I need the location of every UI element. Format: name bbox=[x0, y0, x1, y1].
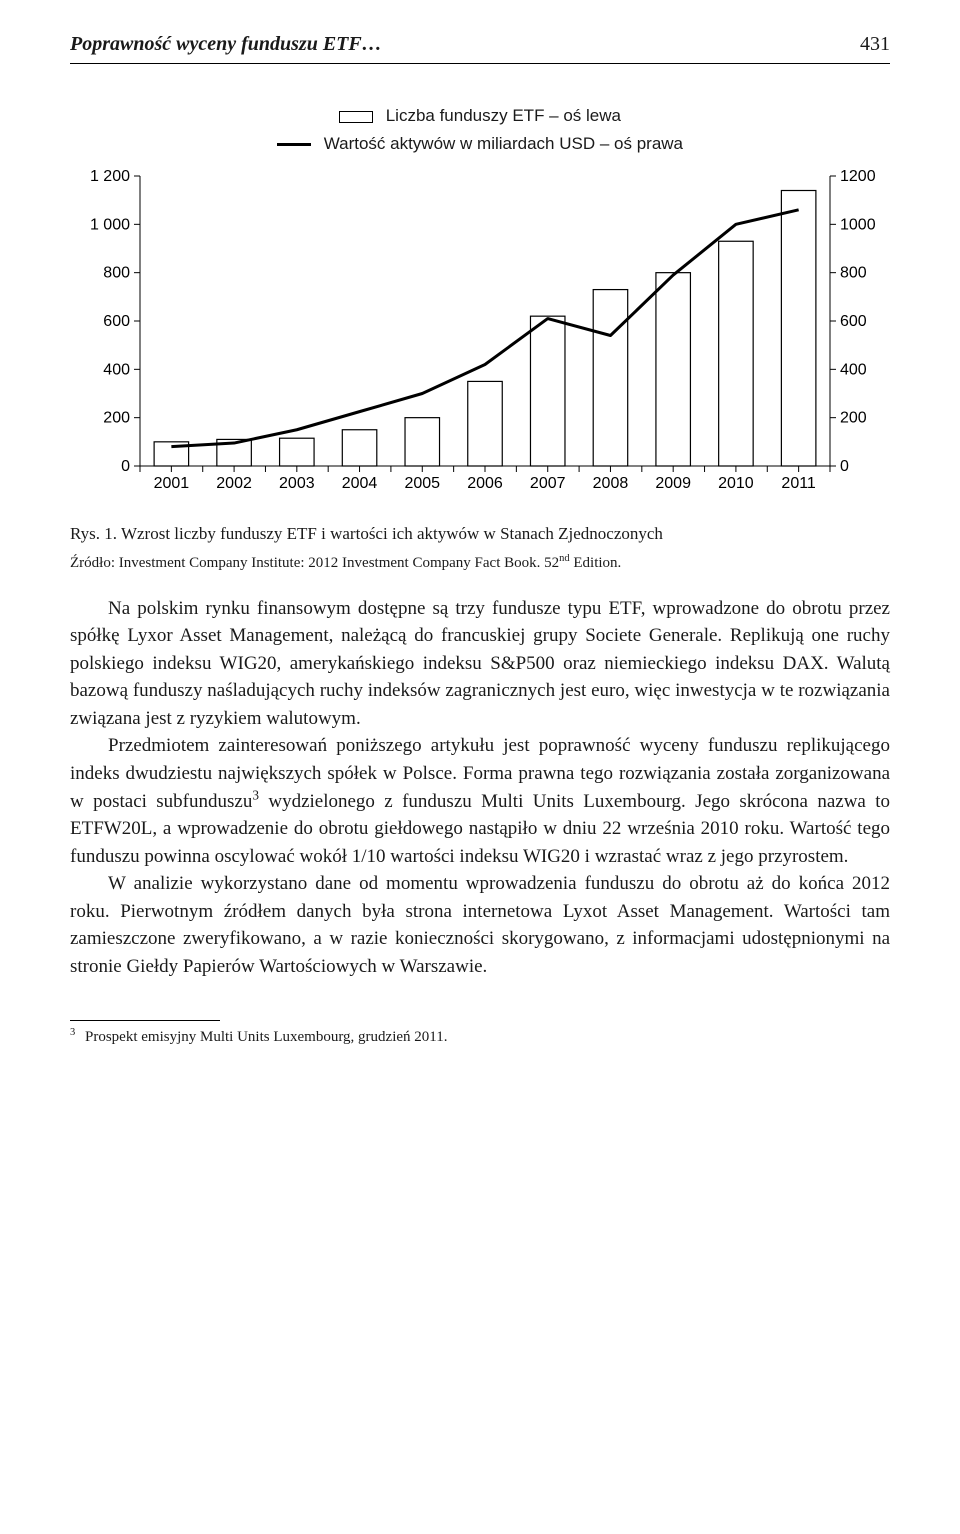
svg-text:2009: 2009 bbox=[655, 475, 691, 492]
svg-text:2005: 2005 bbox=[404, 475, 440, 492]
footnote-text: Prospekt emisyjny Multi Units Luxembourg… bbox=[85, 1029, 447, 1045]
svg-text:1 200: 1 200 bbox=[90, 168, 130, 185]
chart-svg: 02004006008001 0001 20002004006008001000… bbox=[70, 166, 890, 506]
chart-legend: Liczba funduszy ETF – oś lewa Wartość ak… bbox=[70, 104, 890, 156]
paragraph-3: W analizie wykorzystano dane od momentu … bbox=[70, 870, 890, 980]
figure-source-text: Źródło: Investment Company Institute: 20… bbox=[70, 555, 559, 571]
svg-text:800: 800 bbox=[103, 265, 130, 282]
legend-line-icon bbox=[277, 143, 311, 146]
svg-text:0: 0 bbox=[840, 458, 849, 475]
figure-source-sup: nd bbox=[559, 553, 570, 564]
paragraph-1: Na polskim rynku finansowym dostępne są … bbox=[70, 595, 890, 733]
legend-line-row: Wartość aktywów w miliardach USD – oś pr… bbox=[70, 132, 890, 157]
svg-text:2011: 2011 bbox=[781, 475, 816, 492]
figure-source: Źródło: Investment Company Institute: 20… bbox=[70, 553, 890, 575]
legend-bar-label: Liczba funduszy ETF – oś lewa bbox=[386, 106, 621, 125]
running-title: Poprawność wyceny funduszu ETF… bbox=[70, 30, 382, 59]
legend-bar-icon bbox=[339, 111, 373, 123]
running-head: Poprawność wyceny funduszu ETF… 431 bbox=[70, 30, 890, 64]
svg-text:2007: 2007 bbox=[530, 475, 566, 492]
figure-source-tail: Edition. bbox=[570, 555, 622, 571]
svg-text:0: 0 bbox=[121, 458, 130, 475]
svg-text:400: 400 bbox=[840, 362, 867, 379]
etf-chart: 02004006008001 0001 20002004006008001000… bbox=[70, 166, 890, 506]
svg-text:2010: 2010 bbox=[718, 475, 754, 492]
legend-bar-row: Liczba funduszy ETF – oś lewa bbox=[70, 104, 890, 129]
page-number: 431 bbox=[860, 30, 890, 59]
svg-text:1 000: 1 000 bbox=[90, 217, 130, 234]
svg-text:2004: 2004 bbox=[342, 475, 378, 492]
svg-text:2003: 2003 bbox=[279, 475, 315, 492]
svg-text:2001: 2001 bbox=[154, 475, 190, 492]
svg-text:200: 200 bbox=[840, 410, 867, 427]
svg-text:400: 400 bbox=[103, 362, 130, 379]
svg-text:1200: 1200 bbox=[840, 168, 876, 185]
svg-text:1000: 1000 bbox=[840, 217, 876, 234]
svg-text:600: 600 bbox=[840, 313, 867, 330]
svg-text:2006: 2006 bbox=[467, 475, 503, 492]
svg-text:2002: 2002 bbox=[216, 475, 252, 492]
footnote-rule bbox=[70, 1020, 220, 1021]
figure-caption: Rys. 1. Wzrost liczby funduszy ETF i war… bbox=[70, 522, 890, 547]
svg-text:2008: 2008 bbox=[593, 475, 629, 492]
legend-line-label: Wartość aktywów w miliardach USD – oś pr… bbox=[324, 134, 683, 153]
svg-text:200: 200 bbox=[103, 410, 130, 427]
paragraph-2: Przedmiotem zainteresowań poniższego art… bbox=[70, 732, 890, 870]
footnote-ref-3: 3 bbox=[252, 787, 259, 802]
footnote-3: 3 Prospekt emisyjny Multi Units Luxembou… bbox=[70, 1027, 890, 1049]
footnote-num: 3 bbox=[70, 1027, 75, 1038]
svg-text:800: 800 bbox=[840, 265, 867, 282]
svg-text:600: 600 bbox=[103, 313, 130, 330]
